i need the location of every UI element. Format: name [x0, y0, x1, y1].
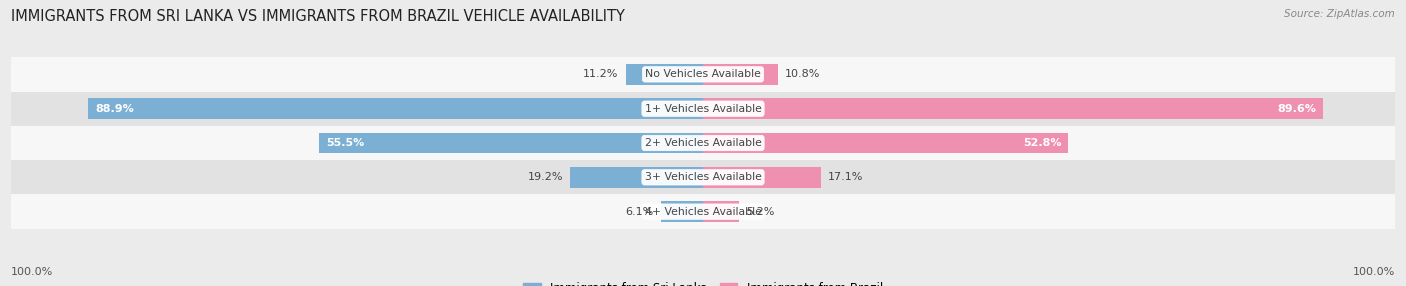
Bar: [703, 201, 740, 222]
Text: 4+ Vehicles Available: 4+ Vehicles Available: [644, 207, 762, 217]
Text: 11.2%: 11.2%: [583, 69, 619, 79]
Bar: [11, 160, 1395, 194]
Text: IMMIGRANTS FROM SRI LANKA VS IMMIGRANTS FROM BRAZIL VEHICLE AVAILABILITY: IMMIGRANTS FROM SRI LANKA VS IMMIGRANTS …: [11, 9, 626, 23]
Text: 100.0%: 100.0%: [11, 267, 53, 277]
Text: 17.1%: 17.1%: [828, 172, 863, 182]
Bar: [11, 92, 1395, 126]
Text: 19.2%: 19.2%: [527, 172, 564, 182]
Text: No Vehicles Available: No Vehicles Available: [645, 69, 761, 79]
Text: 100.0%: 100.0%: [1353, 267, 1395, 277]
Text: 10.8%: 10.8%: [785, 69, 820, 79]
Bar: [703, 64, 778, 85]
Text: 5.2%: 5.2%: [747, 207, 775, 217]
Bar: [11, 126, 1395, 160]
Text: 2+ Vehicles Available: 2+ Vehicles Available: [644, 138, 762, 148]
Text: 55.5%: 55.5%: [326, 138, 364, 148]
Text: 89.6%: 89.6%: [1277, 104, 1316, 114]
Bar: [703, 98, 1323, 119]
Text: 88.9%: 88.9%: [96, 104, 134, 114]
Text: Source: ZipAtlas.com: Source: ZipAtlas.com: [1284, 9, 1395, 19]
Text: 52.8%: 52.8%: [1022, 138, 1062, 148]
Text: 6.1%: 6.1%: [626, 207, 654, 217]
Bar: [661, 201, 703, 222]
Bar: [703, 133, 1069, 153]
Bar: [571, 167, 703, 188]
Bar: [11, 57, 1395, 92]
Bar: [703, 167, 821, 188]
Bar: [626, 64, 703, 85]
Legend: Immigrants from Sri Lanka, Immigrants from Brazil: Immigrants from Sri Lanka, Immigrants fr…: [523, 282, 883, 286]
Text: 1+ Vehicles Available: 1+ Vehicles Available: [644, 104, 762, 114]
Bar: [319, 133, 703, 153]
Bar: [11, 194, 1395, 229]
Bar: [89, 98, 703, 119]
Text: 3+ Vehicles Available: 3+ Vehicles Available: [644, 172, 762, 182]
